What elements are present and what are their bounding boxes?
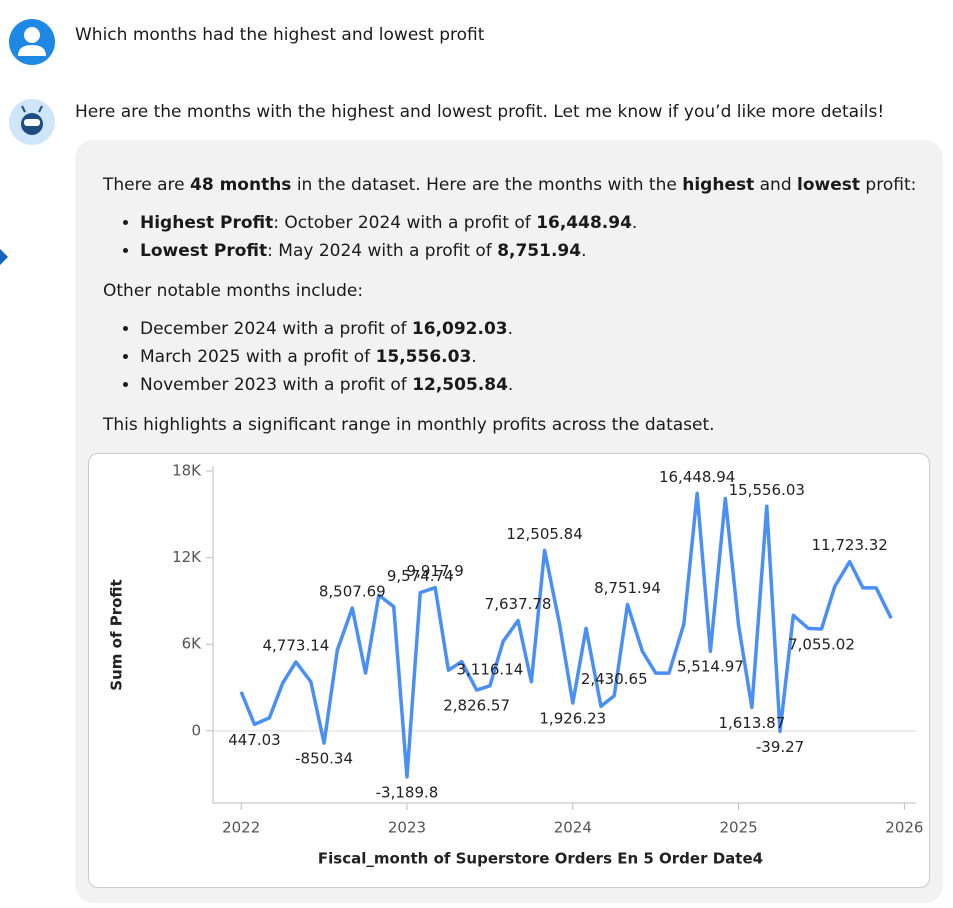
- assistant-bubble: There are 48 months in the dataset. Here…: [75, 140, 943, 903]
- icons: [0, 19, 55, 265]
- data-label: 15,556.03: [729, 481, 805, 499]
- text-run: November 2023 with a profit of: [140, 375, 413, 395]
- user-avatar-body: [18, 45, 46, 56]
- text-run: : October 2024 with a profit of: [273, 213, 537, 233]
- text-run: 12,505.84: [412, 375, 508, 395]
- text-run: March 2025 with a profit of: [140, 347, 376, 367]
- data-label: 8,507.69: [319, 583, 386, 601]
- x-axis-title: Fiscal_month of Superstore Orders En 5 O…: [318, 850, 763, 868]
- text-run: 48 months: [190, 175, 292, 195]
- chart-card: 18K 12K 6K 0 2022 2023 2024 2025 2026 Fiscal_mont…: [88, 453, 930, 888]
- data-label: 3,116.14: [456, 660, 523, 678]
- data-label: 12,505.84: [506, 525, 582, 543]
- text-run: 15,556.03: [375, 347, 472, 367]
- x-tick-label: 2024: [554, 819, 592, 837]
- data-label: -39.27: [756, 738, 804, 756]
- text-run: There are: [103, 175, 190, 195]
- y-axis-title: Sum of Profit: [108, 579, 126, 690]
- data-label: 5,514.97: [677, 658, 744, 676]
- paragraph: There are 48 months in the dataset. Here…: [103, 171, 933, 199]
- text-run: 8,751.94: [497, 241, 582, 261]
- text-run: Highest Profit: [140, 213, 274, 233]
- user-message: Which months had the highest and lowest …: [75, 25, 485, 45]
- data-label: 1,926.23: [539, 710, 606, 728]
- data-label: 2,430.65: [581, 670, 648, 688]
- text-run: 16,092.03: [411, 319, 508, 339]
- list-item: Highest Profit: October 2024 with a prof…: [140, 209, 933, 237]
- list-item: December 2024 with a profit of 16,092.03…: [140, 315, 933, 343]
- text-run: .: [581, 241, 587, 261]
- data-label: -3,189.8: [376, 783, 439, 801]
- bullet-list: Highest Profit: October 2024 with a prof…: [103, 209, 933, 265]
- text-run: Other notable months include:: [103, 281, 364, 301]
- text-run: Lowest Profit: [140, 241, 268, 261]
- chart: 18K 12K 6K 0 2022 2023 2024 2025 2026 Fiscal_mont…: [108, 462, 924, 868]
- data-label: 7,637.78: [485, 595, 552, 613]
- data-label: 2,826.57: [443, 697, 510, 715]
- list-item: March 2025 with a profit of 15,556.03.: [140, 343, 933, 371]
- list-item: Lowest Profit: May 2024 with a profit of…: [140, 237, 933, 265]
- text-run: : May 2024 with a profit of: [267, 241, 498, 261]
- bot-avatar-visor: [24, 119, 40, 126]
- text-run: .: [507, 375, 514, 395]
- data-label: 9,574.74: [387, 567, 454, 585]
- data-line: [239, 491, 893, 779]
- text-run: 16,448.94: [536, 213, 632, 233]
- text-run: and: [754, 175, 798, 195]
- list-item: November 2023 with a profit of 12,505.84…: [140, 371, 933, 399]
- bullet-list: December 2024 with a profit of 16,092.03…: [103, 315, 933, 399]
- bot-antenna: [38, 105, 43, 113]
- data-label: 16,448.94: [659, 468, 735, 486]
- text-run: .: [471, 347, 477, 367]
- text-run: highest: [682, 175, 755, 195]
- text-run: in the dataset. Here are the months with…: [291, 175, 683, 195]
- bot-antenna: [21, 105, 26, 113]
- data-label: 4,773.14: [263, 636, 330, 654]
- text-run: profit:: [860, 175, 917, 195]
- x-tick-label: 2026: [885, 819, 923, 837]
- x-tick-label: 2022: [222, 819, 260, 837]
- text-run: This highlights a significant range in m…: [103, 415, 715, 435]
- assistant-intro: Here are the months with the highest and…: [75, 102, 885, 122]
- text-run: .: [631, 213, 638, 233]
- assistant-content: There are 48 months in the dataset. Here…: [103, 171, 933, 449]
- x-tick-label: 2025: [719, 819, 757, 837]
- data-label: 7,055.02: [788, 635, 855, 653]
- y-tick-label: 12K: [172, 548, 202, 566]
- text-run: lowest: [797, 175, 861, 195]
- paragraph: Other notable months include:: [103, 277, 933, 305]
- text-run: .: [507, 319, 514, 339]
- data-label: -850.34: [295, 750, 353, 768]
- side-arrow[interactable]: [0, 249, 8, 265]
- y-tick-label: 18K: [172, 462, 202, 480]
- text-run: December 2024 with a profit of: [140, 319, 412, 339]
- data-label: 447.03: [228, 731, 281, 749]
- y-tick-label: 0: [191, 721, 201, 739]
- x-tick-label: 2023: [388, 819, 426, 837]
- user-avatar-head: [24, 27, 40, 43]
- data-label: 8,751.94: [594, 579, 661, 597]
- y-tick-label: 6K: [182, 635, 203, 653]
- data-label: 11,723.32: [812, 536, 888, 554]
- paragraph: This highlights a significant range in m…: [103, 411, 933, 439]
- data-label: 9,917.9: [407, 562, 464, 580]
- data-label: 1,613.87: [718, 714, 785, 732]
